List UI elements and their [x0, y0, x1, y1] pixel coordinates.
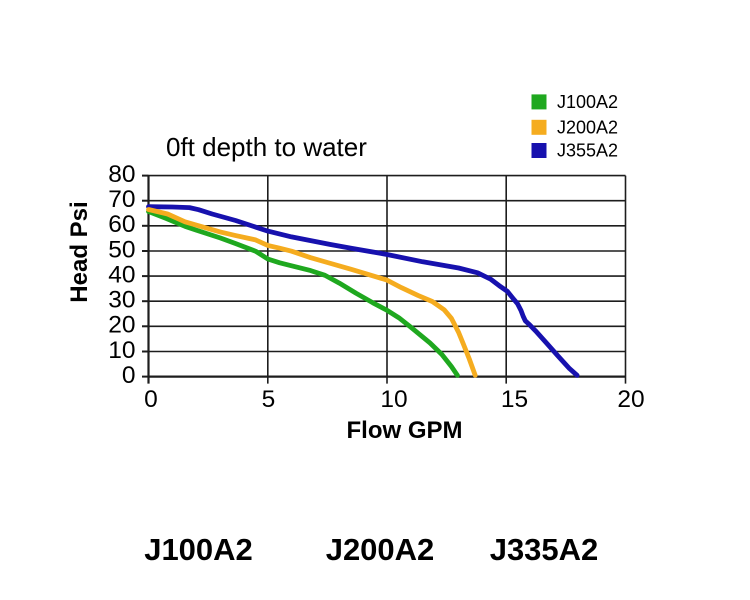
svg-text:15: 15 [501, 386, 528, 413]
svg-text:60: 60 [108, 211, 135, 238]
svg-text:20: 20 [108, 312, 135, 339]
svg-text:50: 50 [108, 236, 135, 263]
svg-text:70: 70 [108, 186, 135, 213]
svg-text:J200A2: J200A2 [326, 532, 435, 567]
svg-text:J200A2: J200A2 [557, 117, 618, 137]
svg-text:J100A2: J100A2 [144, 532, 253, 567]
svg-text:0: 0 [122, 362, 136, 389]
svg-text:Head Psi: Head Psi [66, 201, 93, 302]
svg-text:J355A2: J355A2 [557, 141, 618, 161]
svg-text:Flow GPM: Flow GPM [347, 417, 463, 444]
svg-text:0ft depth to water: 0ft depth to water [166, 132, 367, 162]
svg-text:10: 10 [380, 386, 407, 413]
svg-text:J335A2: J335A2 [490, 532, 599, 567]
svg-text:80: 80 [108, 161, 135, 188]
svg-text:J100A2: J100A2 [557, 92, 618, 112]
svg-text:20: 20 [617, 386, 644, 413]
svg-text:30: 30 [108, 287, 135, 314]
svg-text:40: 40 [108, 261, 135, 288]
svg-text:0: 0 [144, 386, 158, 413]
svg-text:10: 10 [108, 337, 135, 364]
svg-text:5: 5 [262, 386, 276, 413]
